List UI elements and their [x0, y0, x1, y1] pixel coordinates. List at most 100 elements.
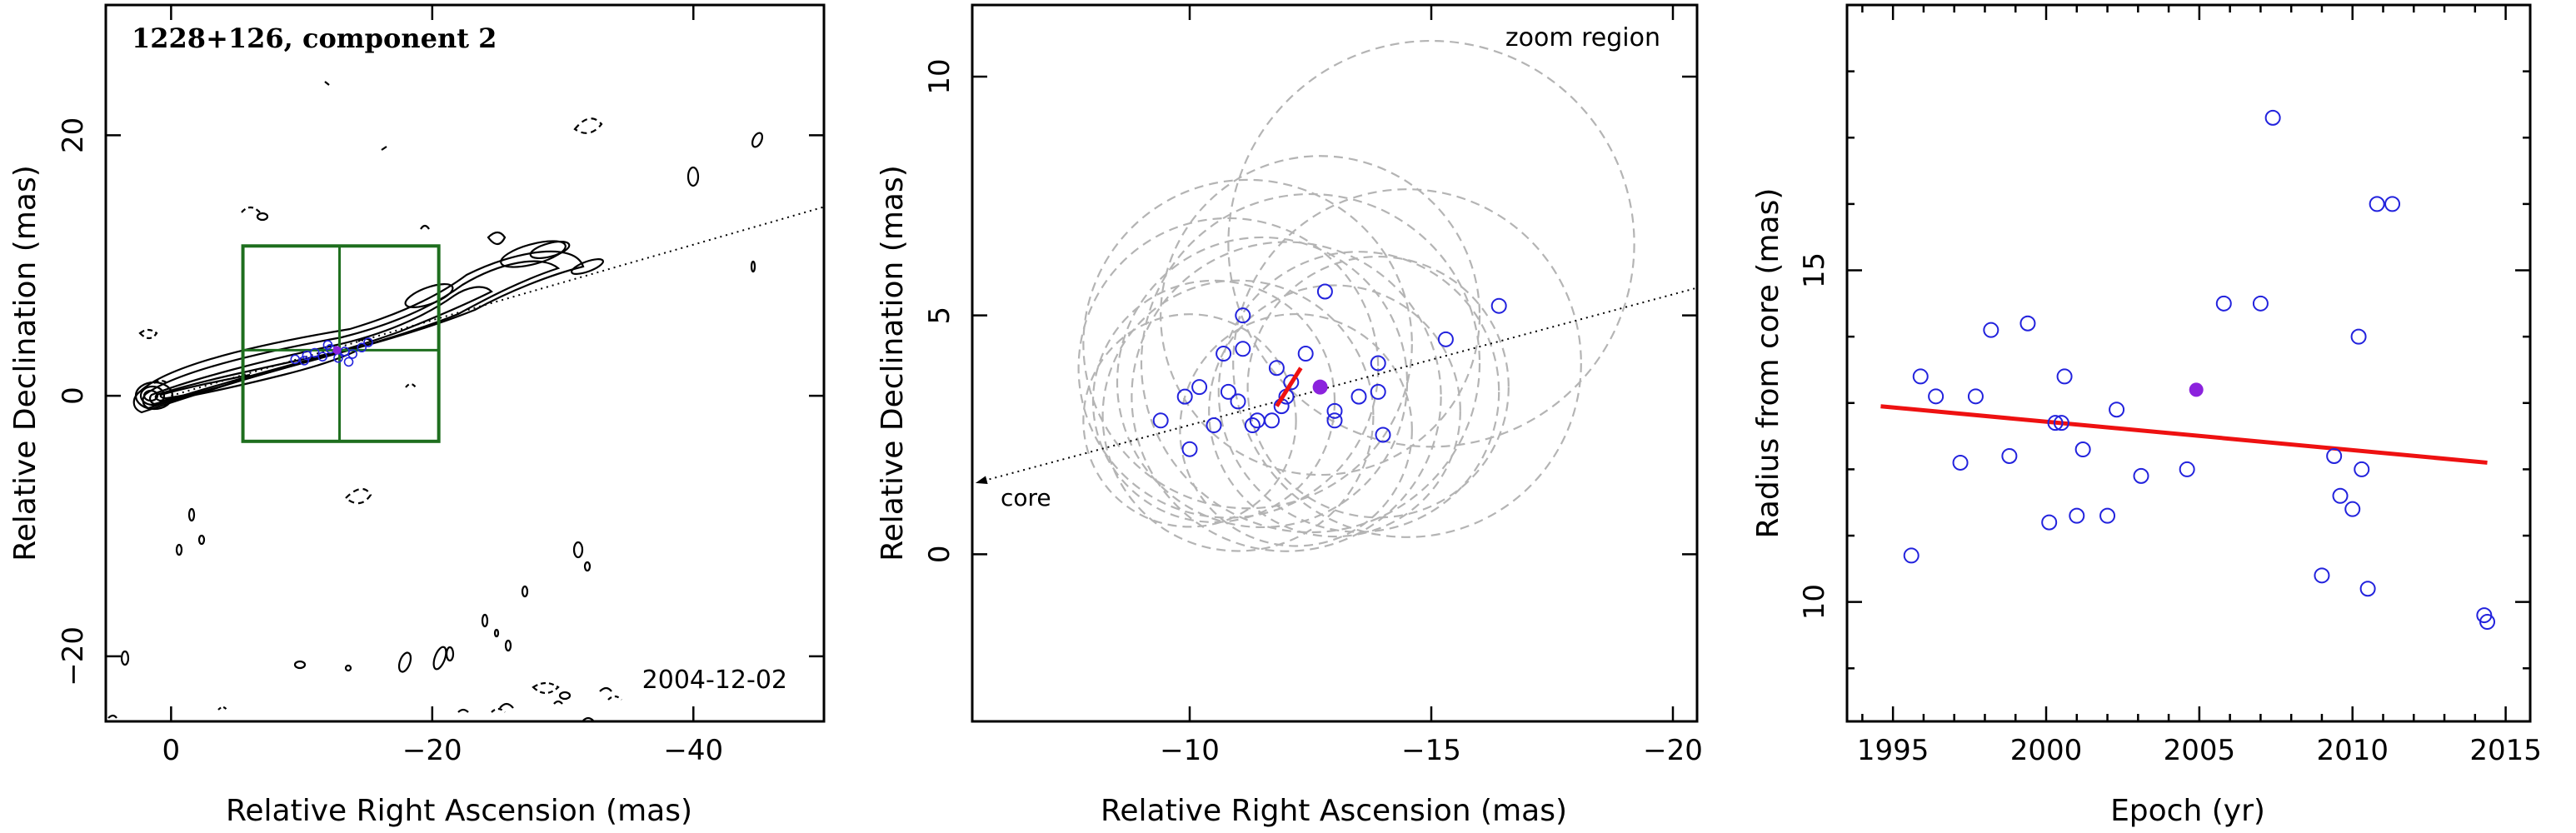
radius-data-point — [2001, 447, 2018, 464]
radius-data-point — [2179, 461, 2195, 477]
panel-middle: −10 −15 −20 0 5 10 zoom region core Relative … — [876, 3, 1703, 828]
component-size-circle — [1131, 241, 1442, 552]
current-epoch-point — [2189, 382, 2204, 397]
component-position-point — [1152, 412, 1169, 429]
component-position-point — [1370, 383, 1386, 400]
right-ylabel: Radius from core (mas) — [1751, 188, 1785, 539]
component-position-point — [1316, 283, 1333, 300]
y-tick-label: 10 — [1798, 584, 1831, 620]
right-axes: 1995 2000 2005 2010 2015 10 15 — [1798, 3, 2542, 767]
component-size-circle — [1116, 236, 1409, 529]
current-epoch-marker — [332, 346, 342, 355]
panel-right: 1995 2000 2005 2010 2015 10 15 Epoch (yr) Radi… — [1751, 3, 2542, 828]
radius-data-point — [2074, 441, 2091, 458]
radius-fit-line — [1880, 404, 2488, 465]
radius-data-point — [2053, 415, 2069, 431]
y-tick-label: 15 — [1798, 252, 1831, 288]
component-position-point — [1181, 441, 1198, 457]
component-size-circle — [1208, 284, 1461, 538]
component-marker — [317, 352, 327, 362]
x-tick-label: −15 — [1401, 734, 1461, 767]
radius-data-point — [1983, 322, 1999, 338]
middle-xlabel: Relative Right Ascension (mas) — [1101, 794, 1567, 828]
middle-plot-area — [975, 39, 1697, 552]
middle-zoom-annotation: zoom region — [1505, 23, 1660, 52]
radius-data-point — [2041, 514, 2058, 531]
component-position-point — [1235, 341, 1251, 357]
radius-data-point — [2047, 415, 2064, 431]
jet-axis-arrow — [975, 287, 1697, 485]
component-marker — [347, 349, 358, 359]
middle-core-label: core — [1001, 484, 1051, 511]
component-position-point — [1244, 417, 1261, 434]
x-tick-label: −10 — [1160, 734, 1220, 767]
y-tick-label: 20 — [57, 117, 90, 153]
radius-data-point — [1952, 454, 1969, 471]
right-xlabel: Epoch (yr) — [2110, 794, 2265, 828]
radius-data-point — [2479, 614, 2496, 631]
radius-data-point — [2019, 315, 2036, 332]
component-marker — [343, 357, 354, 367]
radius-data-point — [2326, 447, 2343, 464]
left-epoch-label: 2004-12-02 — [642, 666, 787, 695]
component-marker — [299, 356, 310, 366]
component-position-point — [1490, 297, 1507, 314]
radius-data-point — [1928, 388, 1944, 405]
component-size-circle — [1246, 255, 1510, 519]
radius-data-point — [2133, 467, 2149, 484]
middle-axes: −10 −15 −20 0 5 10 — [923, 3, 1703, 767]
component-size-circle — [1227, 39, 1635, 448]
jet-axis-line — [171, 206, 824, 397]
x-tick-label: 2000 — [2010, 734, 2083, 767]
component-size-circle — [1140, 192, 1481, 534]
y-tick-label: 0 — [57, 387, 90, 405]
y-tick-label: 5 — [923, 307, 956, 325]
radius-data-point — [2369, 196, 2385, 212]
radius-data-point — [2354, 461, 2370, 477]
component-size-circle — [1101, 279, 1375, 552]
component-position-point — [1230, 393, 1246, 410]
component-marker — [363, 337, 373, 347]
radius-data-point — [2215, 295, 2232, 312]
component-position-point — [1297, 346, 1314, 362]
radius-data-point — [1967, 388, 1984, 405]
radius-data-point — [1903, 547, 1920, 564]
x-tick-label: 2010 — [2316, 734, 2389, 767]
component-size-circle — [1179, 312, 1413, 547]
radius-data-point — [2384, 196, 2401, 212]
y-tick-label: 10 — [923, 58, 956, 94]
component-position-point — [1370, 355, 1386, 372]
component-position-point — [1216, 346, 1232, 362]
component-size-circle — [1160, 155, 1481, 476]
x-tick-label: 2015 — [2469, 734, 2542, 767]
component-size-circle — [1232, 188, 1582, 538]
component-position-point — [1326, 402, 1343, 419]
component-position-point — [1235, 307, 1251, 324]
component-position-point — [1283, 374, 1300, 391]
component-marker — [290, 354, 301, 365]
x-tick-label: 2005 — [2164, 734, 2236, 767]
component-position-point — [1375, 426, 1391, 443]
radius-data-point — [2359, 581, 2376, 597]
component-size-circle — [1077, 217, 1380, 519]
component-position-point — [1191, 379, 1208, 396]
component-position-point — [1268, 360, 1285, 377]
component-position-point — [1326, 412, 1343, 429]
left-overlay — [171, 206, 824, 443]
component-position-point — [1206, 417, 1222, 434]
left-axes: 0 −20 −40 −20 0 20 — [57, 3, 826, 767]
radius-data-point — [2332, 487, 2349, 504]
component-marker — [357, 342, 367, 353]
zoom-region-box — [241, 244, 441, 443]
component-position-point — [1220, 383, 1236, 400]
component-size-circle — [1082, 178, 1413, 510]
jet-contour-map — [107, 81, 764, 721]
x-tick-label: 1995 — [1857, 734, 1930, 767]
radius-data-point — [2056, 368, 2073, 385]
radius-data-point — [2099, 507, 2116, 524]
component-position-point — [1176, 388, 1193, 405]
component-position-point — [1437, 331, 1454, 347]
radius-data-point — [2350, 328, 2367, 345]
plot-frame — [104, 3, 826, 723]
component-size-circle — [1217, 251, 1500, 533]
